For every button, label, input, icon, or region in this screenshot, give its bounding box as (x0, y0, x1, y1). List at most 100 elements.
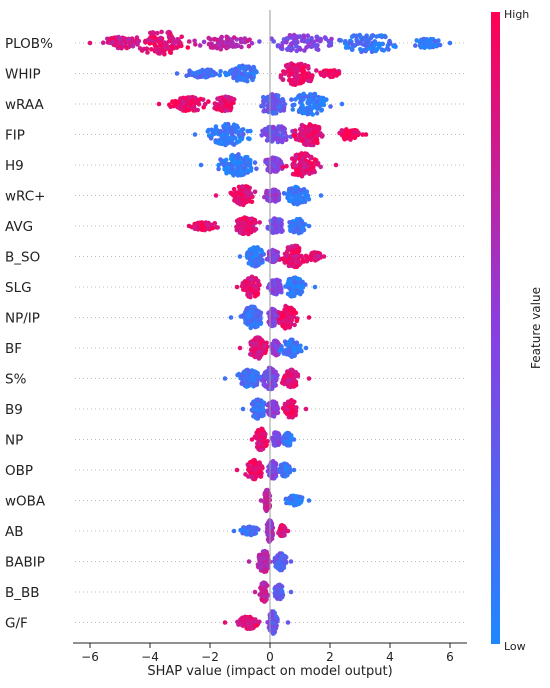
shap-point (269, 341, 275, 347)
feature-row: B_SO (5, 243, 465, 270)
shap-point (249, 276, 254, 282)
shap-point (214, 128, 220, 133)
shap-point (218, 128, 223, 134)
feature-row: AVG (5, 215, 465, 237)
shap-point (244, 531, 249, 537)
shap-point (208, 45, 214, 50)
shap-point (216, 166, 221, 172)
shap-point (236, 155, 241, 161)
shap-point (306, 130, 312, 135)
shap-point (219, 101, 224, 106)
shap-point (369, 33, 375, 39)
shap-point (145, 50, 150, 55)
shap-point (279, 139, 285, 145)
shap-point (289, 186, 294, 191)
shap-point (249, 401, 255, 407)
shap-point (284, 64, 290, 69)
shap-point (206, 35, 211, 41)
shap-point (230, 39, 235, 45)
feature-points (231, 518, 291, 544)
shap-point (306, 197, 312, 202)
shap-point (259, 447, 264, 453)
shap-point (171, 103, 176, 109)
feature-row: H9 (5, 151, 465, 179)
shap-point (301, 75, 307, 81)
shap-point (100, 40, 106, 45)
shap-point (265, 129, 270, 135)
shap-point (233, 171, 238, 176)
shap-point (228, 315, 234, 320)
shap-point (364, 47, 369, 52)
shap-point (289, 244, 294, 249)
shap-point (337, 130, 342, 136)
shap-point (288, 404, 294, 410)
feature-label: NP/IP (5, 311, 40, 327)
shap-point (273, 196, 278, 201)
shap-point (258, 498, 264, 503)
shap-point (302, 161, 308, 166)
shap-point (289, 97, 294, 102)
shap-point (234, 467, 240, 473)
feature-label: AVG (5, 219, 33, 235)
shap-point (295, 284, 301, 290)
shap-point (250, 259, 255, 265)
shap-point (378, 41, 384, 47)
shap-point (170, 36, 176, 41)
feature-points (258, 487, 312, 514)
shap-point (246, 197, 251, 202)
shap-point (385, 46, 390, 51)
shap-point (313, 161, 318, 167)
shap-point (225, 37, 230, 43)
shap-point (379, 33, 384, 38)
shap-point (273, 343, 279, 349)
shap-point (257, 39, 262, 44)
shap-point (245, 381, 251, 387)
shap-point (290, 289, 296, 294)
shap-point (184, 73, 189, 79)
shap-point (254, 263, 260, 269)
shap-point (374, 34, 379, 39)
shap-point (245, 374, 250, 380)
shap-point (306, 376, 312, 381)
shap-point (214, 45, 220, 50)
shap-point (221, 97, 226, 102)
shap-point (300, 156, 305, 161)
shap-point (244, 190, 250, 195)
shap-point (213, 193, 219, 198)
shap-point (279, 161, 284, 166)
shap-point (433, 39, 438, 44)
shap-point (147, 41, 152, 46)
shap-point (319, 72, 324, 77)
shap-point (150, 30, 155, 35)
shap-point (247, 250, 253, 256)
shap-point (352, 135, 358, 141)
shap-point (277, 100, 283, 105)
feature-points (186, 215, 312, 237)
shap-point (297, 107, 302, 113)
shap-point (284, 40, 289, 45)
shap-point (293, 39, 299, 45)
shap-point (284, 411, 290, 416)
shap-point (310, 130, 316, 135)
feature-label: wOBA (5, 494, 46, 510)
shap-point (265, 97, 271, 102)
shap-point (287, 286, 293, 291)
shap-point (285, 471, 291, 477)
shap-point (344, 132, 350, 138)
shap-point (293, 258, 299, 263)
feature-label: PLOB% (5, 36, 53, 52)
shap-point (291, 467, 297, 473)
shap-point (255, 349, 261, 355)
shap-point (269, 402, 275, 407)
shap-point (305, 138, 311, 143)
shap-point (279, 43, 285, 49)
shap-point (231, 160, 237, 165)
shap-point (279, 344, 284, 349)
shap-point (209, 72, 215, 77)
shap-point (255, 377, 260, 382)
shap-point (245, 287, 250, 293)
shap-point (174, 45, 180, 50)
shap-point (312, 284, 318, 290)
shap-point (250, 304, 255, 310)
shap-point (293, 154, 299, 159)
